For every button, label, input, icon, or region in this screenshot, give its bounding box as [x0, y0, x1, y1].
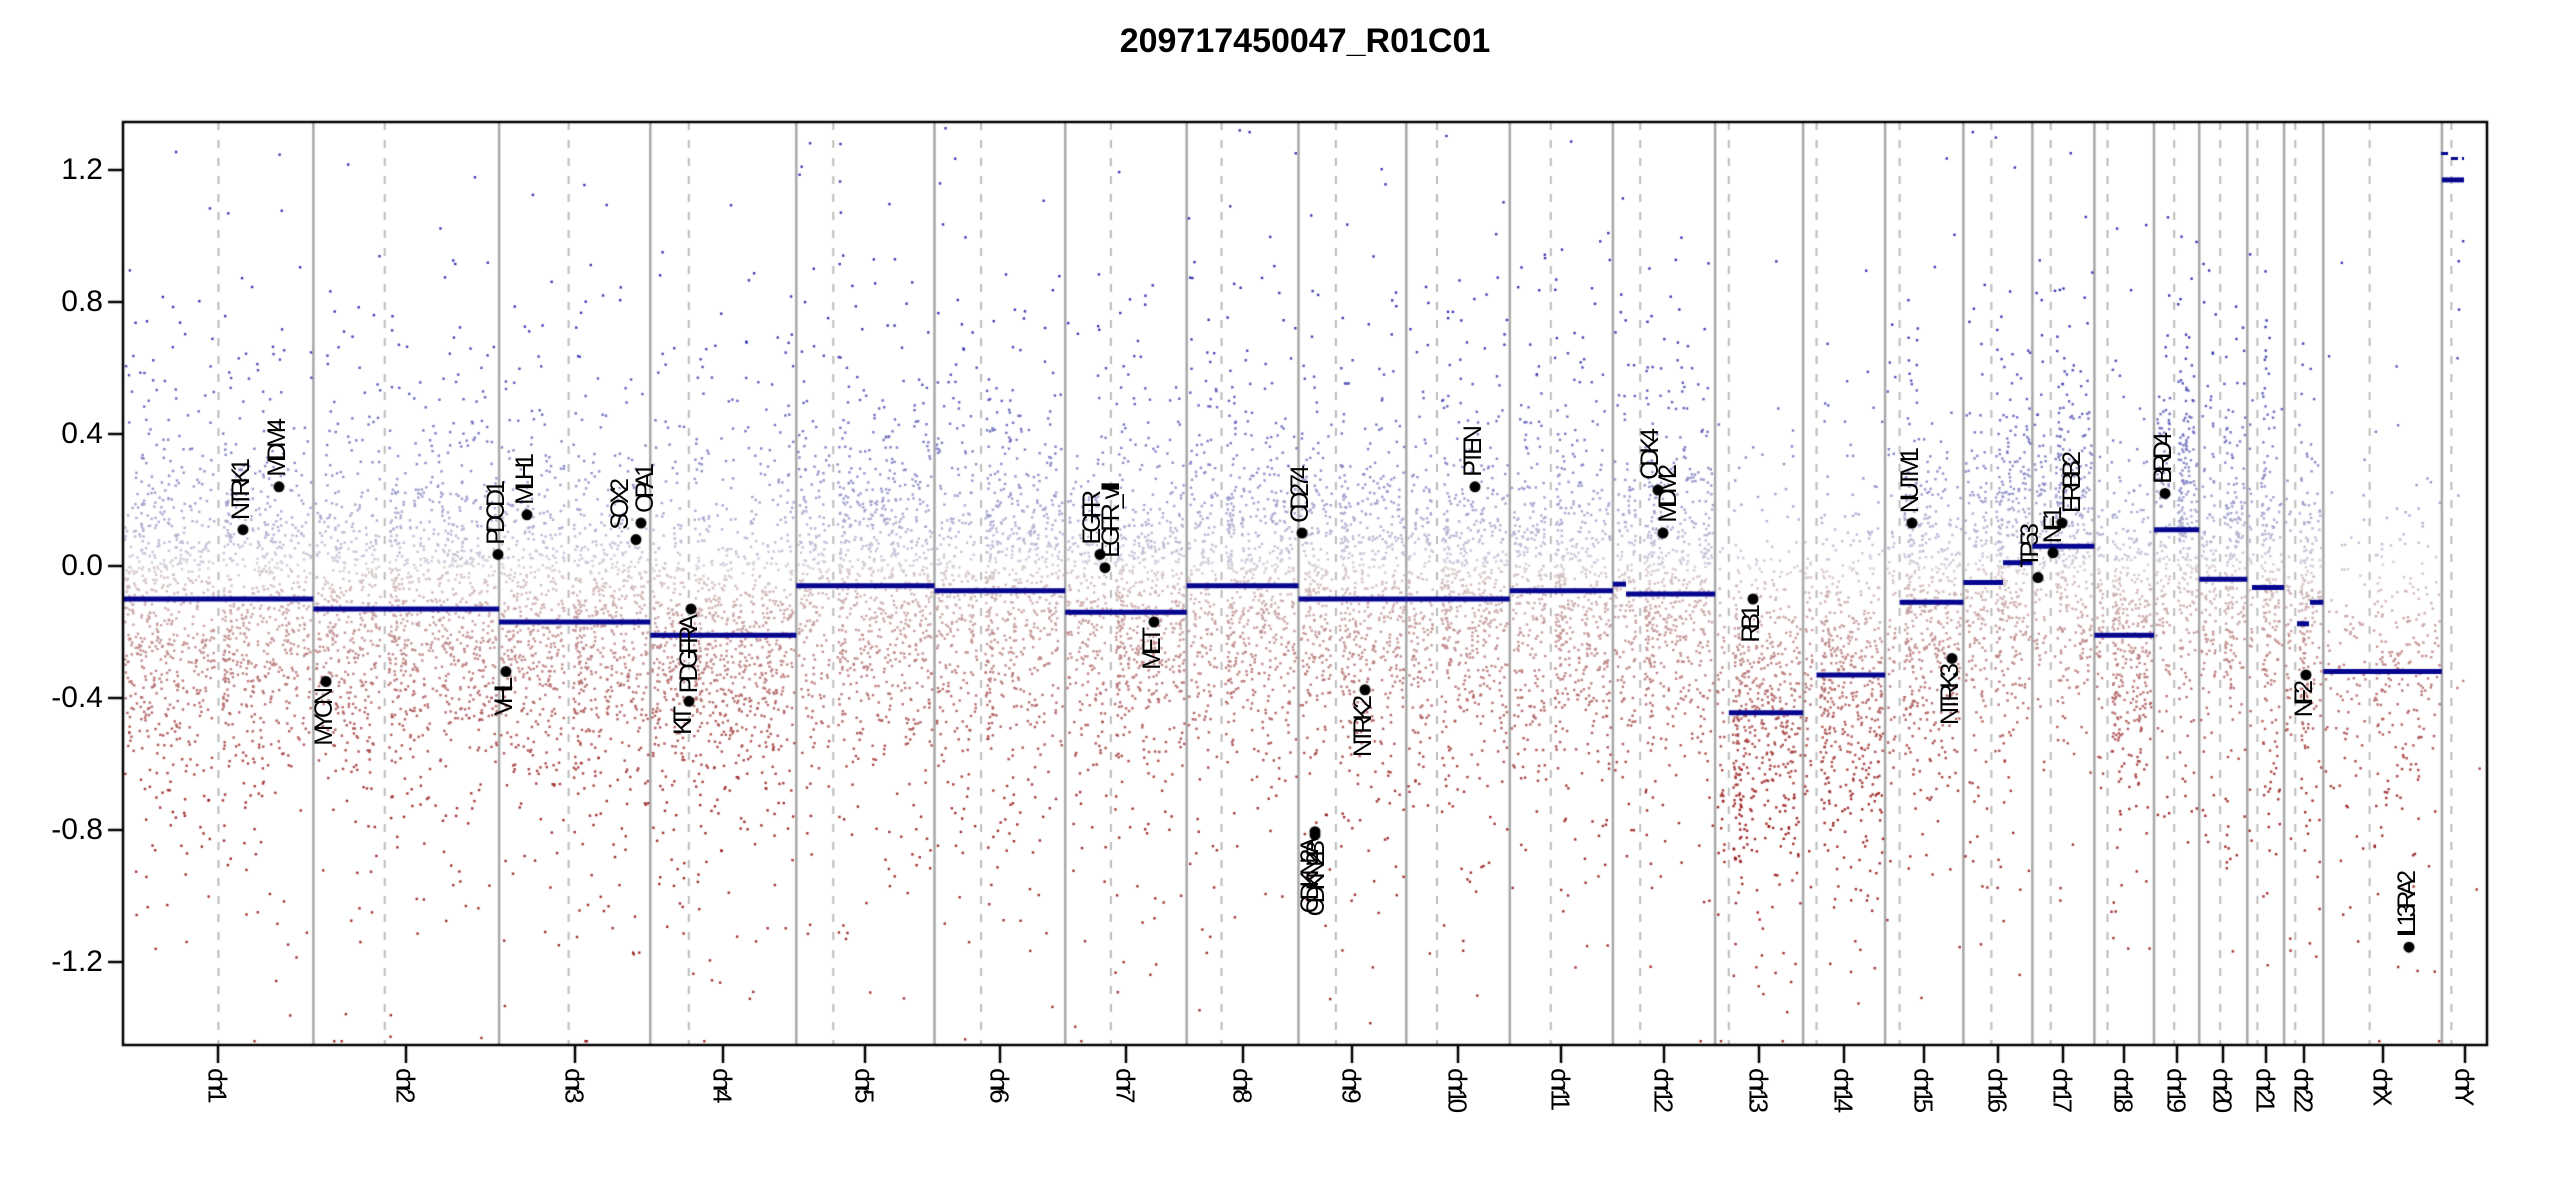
x-axis-label-chr11: chr11: [1545, 1068, 1576, 1107]
x-axis-label-chr16: chr16: [1982, 1068, 2013, 1109]
x-axis-label-chr17: chr17: [2047, 1068, 2078, 1109]
x-axis-label-chr18: chr18: [2108, 1068, 2139, 1109]
gene-label-IL13RA2: IL13RA2: [2393, 874, 2421, 938]
x-axis-label-chr21: chr21: [2250, 1068, 2281, 1109]
x-axis-label-chrY: chrY: [2449, 1068, 2480, 1102]
x-axis-label-chr19: chr19: [2161, 1068, 2192, 1109]
gene-label-NTRK1: NTRK1: [227, 462, 255, 520]
gene-label-PDCD1: PDCD1: [482, 484, 510, 545]
x-axis-label-chr9: chr9: [1336, 1068, 1367, 1099]
gene-label-MLH1: MLH1: [511, 458, 539, 505]
y-tick-label-1.2: 1.2: [61, 153, 103, 186]
x-axis-label-chr12: chr12: [1648, 1068, 1679, 1109]
x-axis-label-chr14: chr14: [1828, 1068, 1859, 1109]
gene-label-KIT: KIT: [669, 711, 697, 736]
x-axis-label-chr10: chr10: [1442, 1068, 1473, 1109]
x-axis-label-chr8: chr8: [1227, 1068, 1258, 1099]
gene-label-NF2: NF2: [2290, 684, 2318, 718]
gene-label-PDGFRA: PDGFRA: [675, 618, 703, 694]
gene-label-NTRK2: NTRK2: [1349, 699, 1377, 757]
x-axis-label-chrX: chrX: [2367, 1068, 2398, 1102]
gene-label-NUTM1: NUTM1: [1896, 452, 1924, 514]
gene-label-SOX2: SOX2: [606, 482, 634, 530]
gene-label-EGFR_vIII: EGFR_vIII: [1097, 485, 1125, 558]
x-axis-label-chr2: chr2: [390, 1068, 421, 1099]
gene-label-MET: MET: [1138, 632, 1166, 670]
x-axis-label-chr4: chr4: [707, 1068, 738, 1099]
x-axis-label-chr7: chr7: [1110, 1068, 1141, 1099]
gene-label-CD274: CD274: [1286, 470, 1314, 523]
y-tick-label--0.4: -0.4: [51, 681, 103, 714]
x-axis-label-chr1: chr1: [202, 1068, 233, 1099]
x-axis-label-chr22: chr22: [2288, 1068, 2319, 1109]
x-axis-label-chr5: chr5: [849, 1068, 880, 1099]
x-axis-label-chr13: chr13: [1743, 1068, 1774, 1109]
x-axis-label-chr15: chr15: [1908, 1068, 1939, 1109]
gene-label-PTEN: PTEN: [1459, 430, 1487, 477]
gene-label-RB1: RB1: [1737, 609, 1765, 643]
gene-label-OPA1: OPA1: [631, 468, 659, 514]
gene-label-MYCN: MYCN: [310, 691, 338, 746]
plot-title: 209717450047_R01C01: [1119, 22, 1491, 60]
gene-label-MDM2: MDM2: [1654, 469, 1682, 523]
gene-label-MDM4: MDM4: [263, 423, 291, 477]
gene-label-VHL: VHL: [490, 681, 518, 716]
y-tick-label--1.2: -1.2: [51, 945, 103, 978]
y-tick-label-0.0: 0.0: [61, 549, 103, 582]
gene-label-ERBB2: ERBB2: [2058, 456, 2086, 514]
x-axis-label-chr6: chr6: [984, 1068, 1015, 1099]
x-axis-label-chr20: chr20: [2207, 1068, 2238, 1109]
y-tick-label-0.4: 0.4: [61, 417, 103, 450]
y-tick-label-0.8: 0.8: [61, 285, 103, 318]
y-tick-label--0.8: -0.8: [51, 813, 103, 846]
gene-label-BRD4: BRD4: [2149, 436, 2177, 484]
x-axis-label-chr3: chr3: [559, 1068, 590, 1099]
gene-label-NTRK3: NTRK3: [1936, 668, 1964, 726]
gene-label-NF1: NF1: [2039, 510, 2067, 543]
gene-label-CDKN2B: CDKN2B: [1302, 844, 1330, 917]
